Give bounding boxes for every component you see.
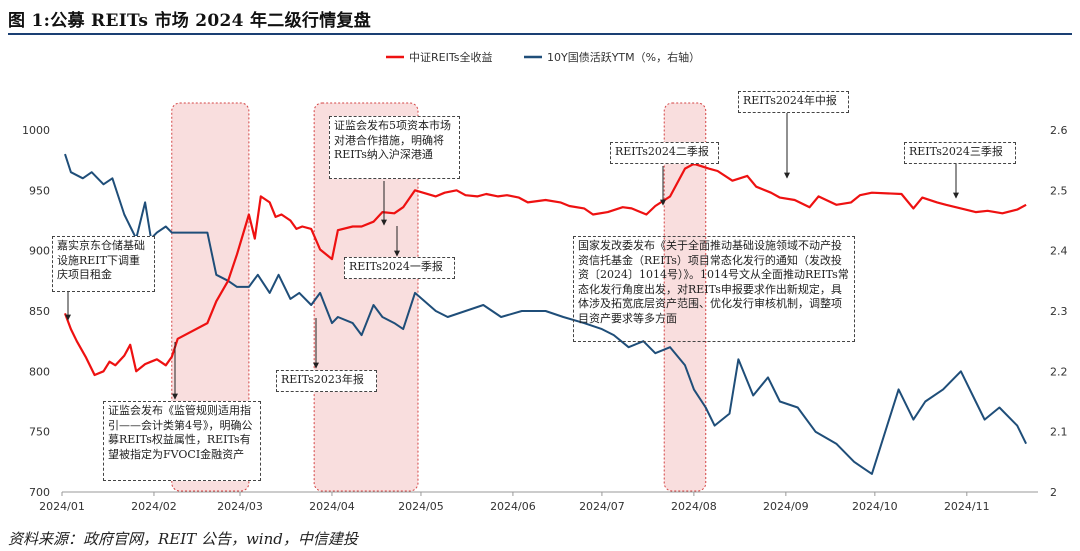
title-rule [8,33,1072,35]
annotation-annual-2023: REITs2023年报 [276,370,377,392]
x-tick-label: 2024/08 [671,500,717,513]
chart-title: 图 1:公募 REITs 市场 2024 年二级行情复盘 [8,11,372,31]
annotation-q3-2024: REITs2024三季报 [904,142,1016,164]
x-tick-label: 2024/02 [131,500,177,513]
y-right-tick: 2.5 [1050,184,1068,197]
annotation-mid-2024: REITs2024年中报 [738,91,849,113]
y-left-tick: 700 [29,486,50,499]
annotation-ndrc-1014: 国家发改委发布《关于全面推动基础设施领域不动产投资信托基金（REITs）项目常态… [573,236,855,342]
y-right-tick: 2.6 [1050,124,1068,137]
annotation-jingdong: 嘉实京东仓储基础设施REIT下调重庆项目租金 [52,236,155,292]
y-left-tick: 750 [29,426,50,439]
reits-index-line [63,162,1027,377]
y-right-tick: 2.1 [1050,426,1068,439]
annotation-q2-2024: REITs2024二季报 [610,142,719,164]
y-left-tick: 1000 [22,124,50,137]
x-tick-label: 2024/04 [309,500,355,513]
y-right-tick: 2.4 [1050,245,1068,258]
source-note: 资料来源：政府官网，REIT 公告，wind，中信建投 [8,530,358,548]
legend-label-bond: 10Y国债活跃YTM（%，右轴） [547,50,700,64]
annotation-q1-2024: REITs2024一季报 [344,257,455,279]
x-tick-label: 2024/01 [39,500,85,513]
y-left-tick: 900 [29,245,50,258]
y-right-tick: 2 [1050,486,1057,499]
y-left-tick: 950 [29,184,50,197]
y-left-tick: 800 [29,365,50,378]
y-left-tick: 850 [29,305,50,318]
bond-yield-line [64,153,1027,475]
highlight-window-1 [171,102,250,492]
highlight-window-3 [663,102,707,492]
x-tick-label: 2024/07 [579,500,625,513]
x-tick-label: 2024/10 [852,500,898,513]
x-tick-label: 2024/03 [217,500,263,513]
legend-label-reits: 中证REITs全收益 [409,50,492,64]
y-right-tick: 2.2 [1050,365,1068,378]
y-right-tick: 2.3 [1050,305,1068,318]
x-tick-label: 2024/09 [763,500,809,513]
x-tick-label: 2024/11 [944,500,990,513]
highlight-window-2 [313,102,419,492]
annotation-hk-connect: 证监会发布5项资本市场对港合作措施，明确将REITs纳入沪深港通 [329,116,460,179]
annotation-fvoci: 证监会发布《监管规则适用指引——会计类第4号》，明确公募REITs权益属性，RE… [103,401,261,481]
x-tick-label: 2024/05 [398,500,444,513]
x-tick-label: 2024/06 [490,500,536,513]
